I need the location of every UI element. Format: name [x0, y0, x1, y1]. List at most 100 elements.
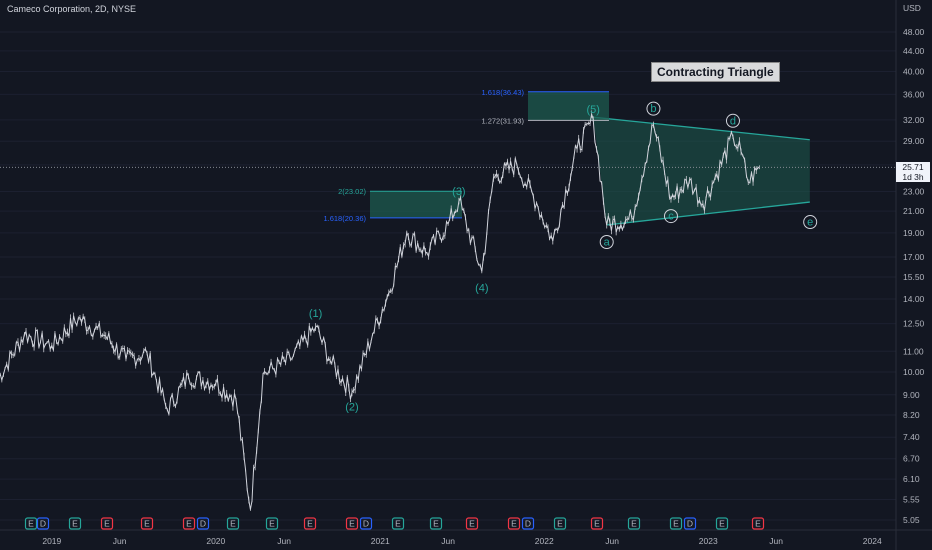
x-tick-label: 2020 — [206, 536, 225, 546]
event-marker[interactable] — [100, 517, 114, 530]
event-marker-label: E — [433, 519, 439, 529]
fib-zone-wave3 — [370, 191, 462, 218]
x-tick-label: Jun — [277, 536, 291, 546]
event-marker-label: E — [104, 519, 110, 529]
y-tick-label: 6.70 — [903, 454, 920, 464]
x-tick-label: Jun — [769, 536, 783, 546]
wave-label: e — [807, 217, 813, 229]
event-marker-label: E — [594, 519, 600, 529]
y-tick-label: 8.20 — [903, 410, 920, 420]
event-marker[interactable] — [68, 517, 82, 530]
x-tick-label: Jun — [441, 536, 455, 546]
price-line — [0, 113, 760, 510]
wave-label: c — [668, 211, 674, 223]
last-price-tag: 25.71 1d 3h — [896, 162, 930, 182]
event-marker[interactable] — [359, 517, 373, 530]
y-tick-label: 11.00 — [903, 346, 924, 356]
y-tick-label: 14.00 — [903, 294, 925, 304]
event-marker-label: E — [72, 519, 78, 529]
y-tick-label: 17.00 — [903, 252, 925, 262]
y-tick-label: 9.00 — [903, 390, 920, 400]
event-marker[interactable] — [521, 517, 535, 530]
y-tick-label: 23.00 — [903, 186, 925, 196]
event-marker[interactable] — [36, 517, 50, 530]
fib-label: 1.618(20.36) — [323, 214, 366, 223]
event-marker[interactable] — [507, 517, 521, 530]
y-tick-label: 48.00 — [903, 27, 925, 37]
triangle-lower-line — [606, 201, 810, 226]
event-marker-label: E — [307, 519, 313, 529]
wave-label: (4) — [475, 282, 488, 294]
wave-circle — [646, 101, 661, 116]
event-marker-label: E — [719, 519, 725, 529]
event-marker-label: E — [186, 519, 192, 529]
event-marker[interactable] — [751, 517, 765, 530]
y-tick-label: 10.00 — [903, 367, 925, 377]
y-tick-label: 21.00 — [903, 206, 925, 216]
contracting-triangle-label: Contracting Triangle — [651, 62, 780, 82]
wave-circle — [663, 209, 678, 224]
wave-circle — [599, 235, 614, 250]
event-marker[interactable] — [265, 517, 279, 530]
event-marker-label: E — [395, 519, 401, 529]
event-marker[interactable] — [391, 517, 405, 530]
wave-label: (2) — [345, 401, 358, 413]
wave-circle — [803, 215, 818, 230]
event-marker[interactable] — [140, 517, 154, 530]
event-marker[interactable] — [429, 517, 443, 530]
event-marker-label: E — [511, 519, 517, 529]
event-marker-label: D — [363, 519, 369, 529]
event-marker[interactable] — [627, 517, 641, 530]
x-tick-label: 2021 — [371, 536, 390, 546]
x-tick-label: 2022 — [535, 536, 554, 546]
event-marker-label: E — [230, 519, 236, 529]
fib-label: 2(23.02) — [338, 187, 366, 196]
triangle-upper-line — [593, 116, 810, 141]
last-price-countdown: 1d 3h — [902, 172, 924, 182]
event-marker-label: E — [269, 519, 275, 529]
event-marker[interactable] — [590, 517, 604, 530]
event-marker-label: E — [349, 519, 355, 529]
y-tick-label: 15.50 — [903, 272, 925, 282]
y-tick-label: 32.00 — [903, 115, 925, 125]
wave-label: (5) — [587, 104, 600, 116]
wave-label: d — [730, 115, 736, 127]
event-marker[interactable] — [465, 517, 479, 530]
y-tick-label: 44.00 — [903, 46, 925, 56]
x-tick-label: 2019 — [42, 536, 61, 546]
wave-label: (1) — [309, 308, 322, 320]
x-tick-label: 2024 — [863, 536, 882, 546]
fib-label: 1.618(36.43) — [481, 88, 524, 97]
fib-zone-wave5 — [528, 91, 609, 121]
last-price-value: 25.71 — [902, 162, 924, 172]
event-marker[interactable] — [345, 517, 359, 530]
event-marker[interactable] — [683, 517, 697, 530]
event-marker[interactable] — [669, 517, 683, 530]
y-tick-label: 6.10 — [903, 474, 920, 484]
event-marker-label: E — [469, 519, 475, 529]
wave-circle — [725, 113, 740, 128]
y-tick-label: 7.40 — [903, 432, 920, 442]
x-tick-label: Jun — [113, 536, 127, 546]
event-marker[interactable] — [226, 517, 240, 530]
chart-title: Cameco Corporation, 2D, NYSE — [7, 4, 137, 14]
event-marker[interactable] — [182, 517, 196, 530]
x-tick-label: Jun — [605, 536, 619, 546]
event-marker-label: E — [673, 519, 679, 529]
y-tick-label: 29.00 — [903, 136, 925, 146]
event-marker-label: E — [28, 519, 34, 529]
x-tick-label: 2023 — [699, 536, 718, 546]
event-marker[interactable] — [196, 517, 210, 530]
y-tick-label: 19.00 — [903, 228, 925, 238]
event-marker-label: D — [525, 519, 531, 529]
y-tick-label: 36.00 — [903, 89, 925, 99]
event-marker[interactable] — [24, 517, 38, 530]
y-tick-label: 40.00 — [903, 67, 925, 77]
y-tick-label: 12.50 — [903, 319, 925, 329]
event-marker[interactable] — [715, 517, 729, 530]
wave-label: (3) — [452, 186, 465, 198]
event-marker[interactable] — [553, 517, 567, 530]
event-marker-label: E — [557, 519, 563, 529]
event-marker[interactable] — [303, 517, 317, 530]
